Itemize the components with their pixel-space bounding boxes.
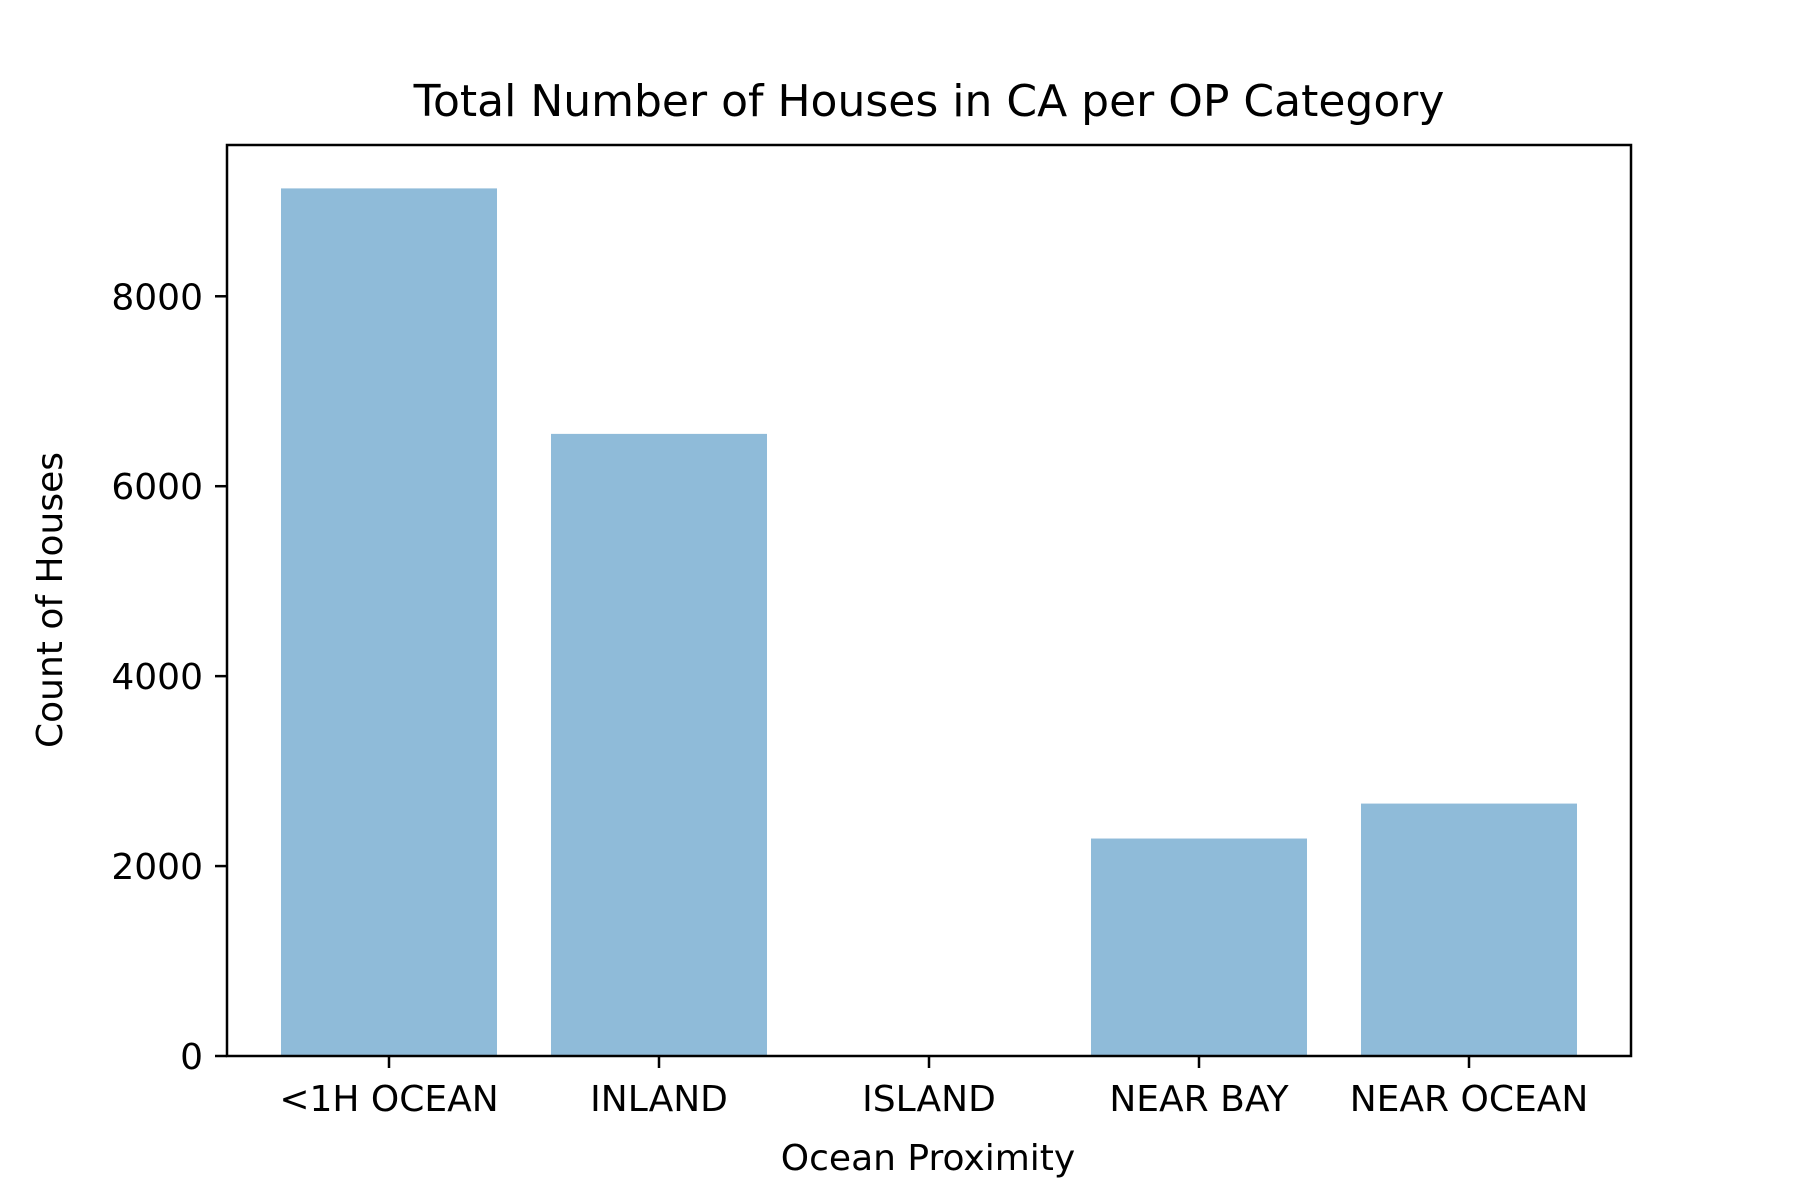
x-tick-label-near-bay: NEAR BAY <box>1109 1079 1289 1120</box>
y-tick-label-2000: 2000 <box>111 847 203 888</box>
bars-group <box>281 188 1577 1056</box>
x-axis-label: Ocean Proximity <box>781 1138 1075 1179</box>
chart-title: Total Number of Houses in CA per OP Cate… <box>413 76 1445 127</box>
y-axis: 0 2000 4000 6000 8000 <box>111 277 227 1078</box>
y-tick-label-6000: 6000 <box>111 467 203 508</box>
x-tick-label-inland: INLAND <box>590 1079 728 1120</box>
bar-near-bay <box>1091 838 1307 1056</box>
y-tick-label-0: 0 <box>180 1037 203 1078</box>
x-tick-label-island: ISLAND <box>862 1079 996 1120</box>
bar-near-ocean <box>1361 803 1577 1056</box>
x-tick-label-1h-ocean: <1H OCEAN <box>279 1079 498 1120</box>
x-axis: <1H OCEAN INLAND ISLAND NEAR BAY NEAR OCEAN <box>279 1056 1588 1120</box>
x-tick-label-near-ocean: NEAR OCEAN <box>1350 1079 1589 1120</box>
bar-1h-ocean <box>281 188 497 1056</box>
y-axis-label: Count of Houses <box>30 452 71 748</box>
y-tick-label-4000: 4000 <box>111 657 203 698</box>
bar-inland <box>551 433 767 1056</box>
y-tick-label-8000: 8000 <box>111 277 203 318</box>
